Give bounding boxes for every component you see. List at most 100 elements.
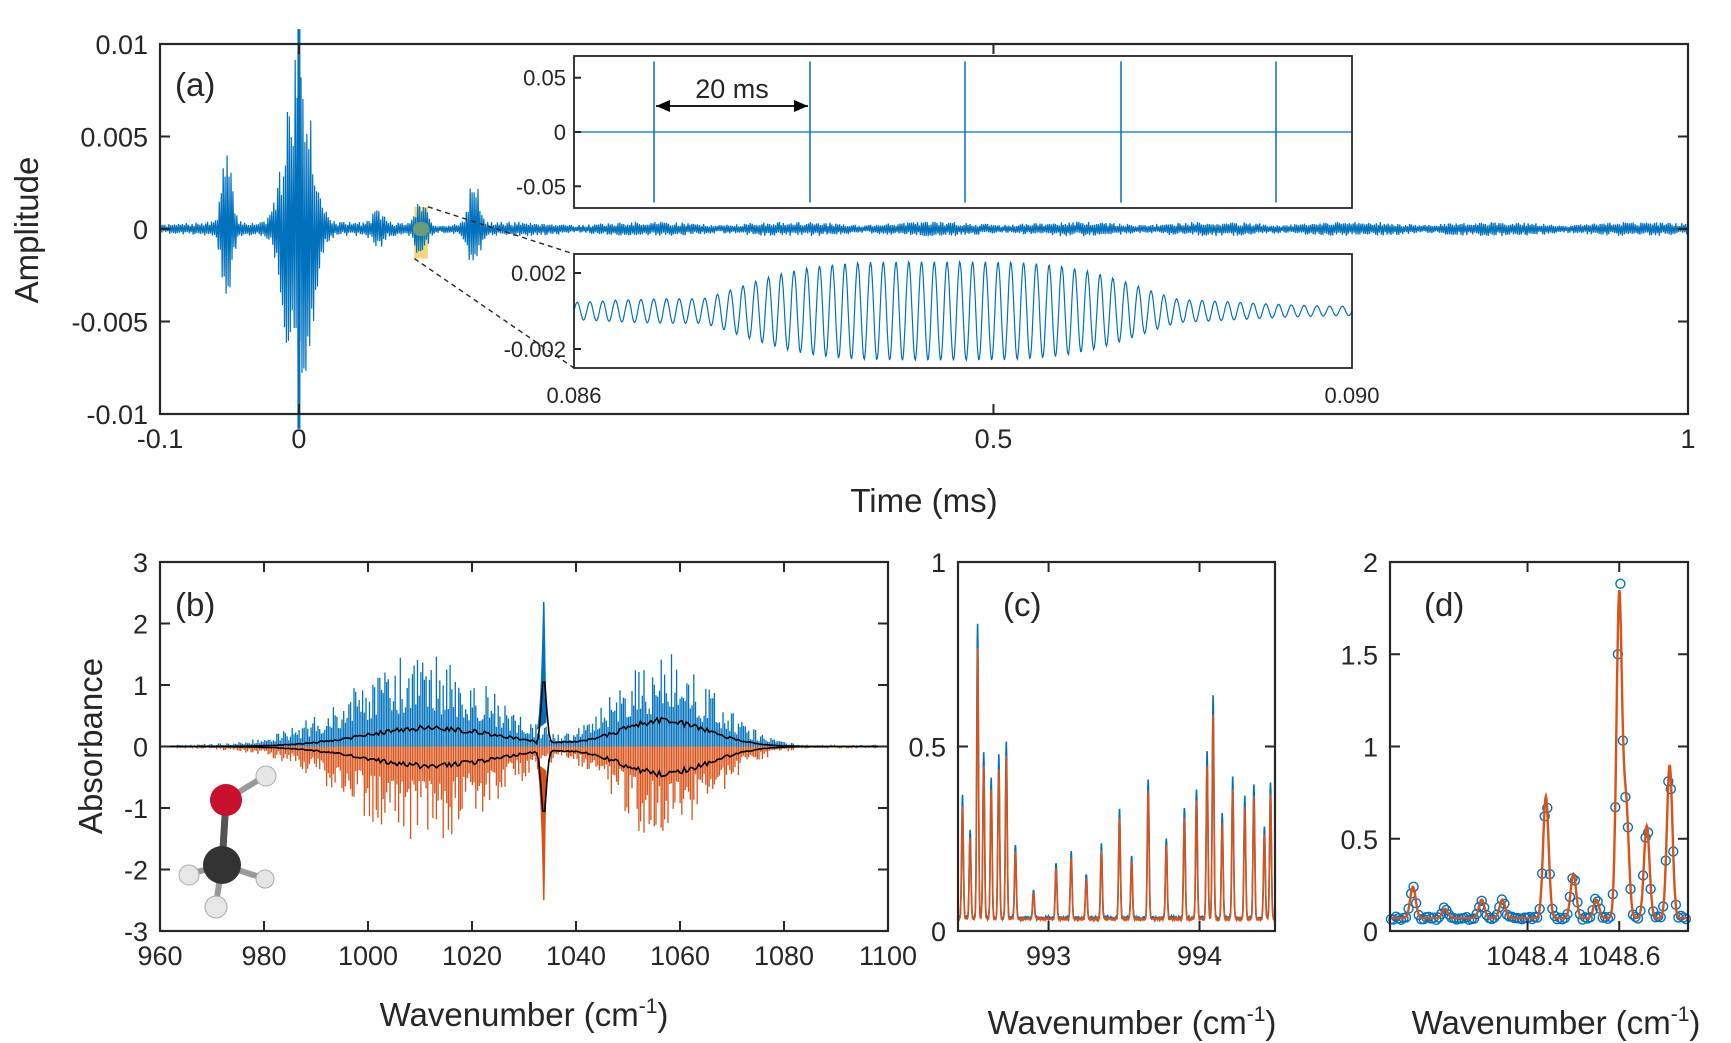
ytick-label-d: 0.5	[1340, 825, 1378, 855]
q-branch-measured	[536, 601, 547, 730]
panel-d: 1048.4 1048.6 0 0.5 1 1.5 2 (d) Wavenumber (cm-1…	[1340, 548, 1700, 1041]
xtick-label-c: 993	[1026, 941, 1071, 971]
xtick-label-b: 1080	[754, 941, 814, 971]
span-arrowhead-right	[794, 100, 808, 112]
panel-label-d: (d)	[1424, 586, 1464, 623]
fit-trace-d	[1390, 590, 1688, 920]
y-axis-label-a: Amplitude	[8, 157, 45, 304]
span-arrowhead-left	[656, 100, 670, 112]
measured-point	[1471, 908, 1482, 920]
xlabel-b-main: Wavenumber (cm	[380, 996, 639, 1033]
ytick-label-d: 2	[1363, 548, 1378, 578]
carbon-atom	[203, 846, 241, 884]
xlabel-c-sup: -1	[1247, 1003, 1266, 1026]
xtick-label-b: 960	[137, 941, 182, 971]
ytick-label-a: 0	[133, 215, 148, 245]
xtick-label-a: -0.1	[137, 424, 184, 454]
ytick-label-inset2: 0.002	[511, 261, 566, 286]
xlabel-c-end: )	[1265, 1004, 1276, 1041]
measured-point	[1491, 909, 1503, 920]
xlabel-b-end: )	[657, 996, 668, 1033]
oxygen-atom	[210, 784, 242, 816]
x-axis-label-a: Time (ms)	[850, 482, 997, 519]
x-axis-label-d: Wavenumber (cm-1)	[1412, 1003, 1701, 1041]
measured-point	[1602, 913, 1614, 924]
x-axis-label-b: Wavenumber (cm-1)	[380, 995, 669, 1033]
ytick-label-inset1: 0.05	[523, 66, 566, 91]
ytick-label-a: -0.01	[86, 400, 148, 430]
ytick-label-b: -3	[124, 917, 148, 947]
fit-trace-c	[957, 647, 1276, 924]
hydrogen-atom	[204, 895, 228, 919]
xlabel-d-end: )	[1689, 1004, 1700, 1041]
ytick-label-a: 0.005	[80, 123, 148, 153]
xtick-label-d: 1048.6	[1578, 941, 1661, 971]
xtick-label-a: 0.5	[975, 424, 1013, 454]
measured-spectrum	[169, 654, 879, 747]
x-axis-label-c: Wavenumber (cm-1)	[988, 1003, 1277, 1041]
ytick-label-b: -2	[124, 856, 148, 886]
ytick-label-c: 0	[931, 917, 946, 947]
simulated-spectrum	[169, 746, 879, 839]
ytick-label-b: -1	[124, 794, 148, 824]
q-branch-simulated	[536, 763, 547, 901]
xtick-label-b: 1100	[859, 941, 917, 971]
inset-zoom-trace	[573, 259, 1353, 362]
ytick-label-a: -0.005	[71, 308, 148, 338]
ytick-label-inset1: 0	[554, 120, 566, 145]
ytick-label-b: 1	[133, 671, 148, 701]
hydrogen-atom	[255, 869, 275, 889]
panel-a: -0.1 0 0.5 1 -0.01 -0.005 0 0.005 0.01 (a) Time (m…	[8, 29, 1696, 519]
xtick-label-d: 1048.4	[1486, 941, 1569, 971]
inset-zoom-box	[573, 253, 1353, 369]
measured-point	[1390, 911, 1402, 922]
ytick-label-d: 1	[1363, 733, 1378, 763]
panel-label-c: (c)	[1003, 586, 1041, 623]
xlabel-b-sup: -1	[639, 995, 658, 1018]
measured-point	[1577, 914, 1588, 925]
xtick-label-b: 1020	[442, 941, 502, 971]
xtick-label-b: 980	[241, 941, 286, 971]
ytick-label-b: 0	[133, 733, 148, 763]
y-axis-label-b: Absorbance	[72, 658, 109, 834]
measured-point	[1630, 911, 1641, 923]
xlabel-d-main: Wavenumber (cm	[1412, 1004, 1671, 1041]
measured-point	[1587, 905, 1598, 916]
xlabel-d-sup: -1	[1671, 1003, 1690, 1026]
xtick-label-b: 1060	[650, 941, 710, 971]
panel-b: 960 980 1000 1020 1040 1060 1080 1100 -3 -2 -1 0 1 2 3…	[72, 548, 917, 1033]
time-signal-trace	[159, 29, 1689, 376]
ytick-label-d: 1.5	[1340, 640, 1378, 670]
ytick-label-c: 1	[931, 548, 946, 578]
ytick-label-a: 0.01	[95, 30, 148, 60]
ytick-label-d: 0	[1363, 917, 1378, 947]
xtick-label-b: 1000	[338, 941, 398, 971]
hydrogen-atom	[255, 765, 277, 787]
xlabel-c-main: Wavenumber (cm	[988, 1004, 1247, 1041]
measured-point	[1615, 578, 1626, 589]
zoom-connector-top	[427, 206, 575, 255]
hydrogen-atom	[178, 864, 200, 886]
panel-c: 993 994 0 0.5 1 (c) Wavenumber (cm-1)	[908, 548, 1276, 1041]
xtick-label-b: 1040	[546, 941, 606, 971]
xtick-label-c: 994	[1177, 941, 1222, 971]
ytick-label-inset1: -0.05	[516, 174, 566, 199]
measured-point	[1438, 902, 1450, 913]
measured-point	[1431, 914, 1442, 925]
ytick-label-inset2: -0.002	[504, 337, 566, 362]
ytick-label-b: 3	[133, 548, 148, 578]
span-annotation: 20 ms	[695, 74, 769, 104]
methanol-molecule	[178, 765, 277, 919]
ytick-label-b: 2	[133, 610, 148, 640]
measured-point	[1395, 914, 1407, 925]
inset2-xlabel-end: 0.090	[1324, 383, 1379, 408]
envelope-measured	[160, 681, 886, 748]
xtick-label-a: 0	[291, 424, 306, 454]
envelope-simulated	[160, 745, 886, 813]
panel-label-b: (b)	[175, 586, 215, 623]
inset2-xlabel-start: 0.086	[546, 383, 601, 408]
ytick-label-c: 0.5	[908, 733, 946, 763]
panel-label-a: (a)	[175, 66, 215, 103]
measured-point	[1476, 895, 1487, 906]
